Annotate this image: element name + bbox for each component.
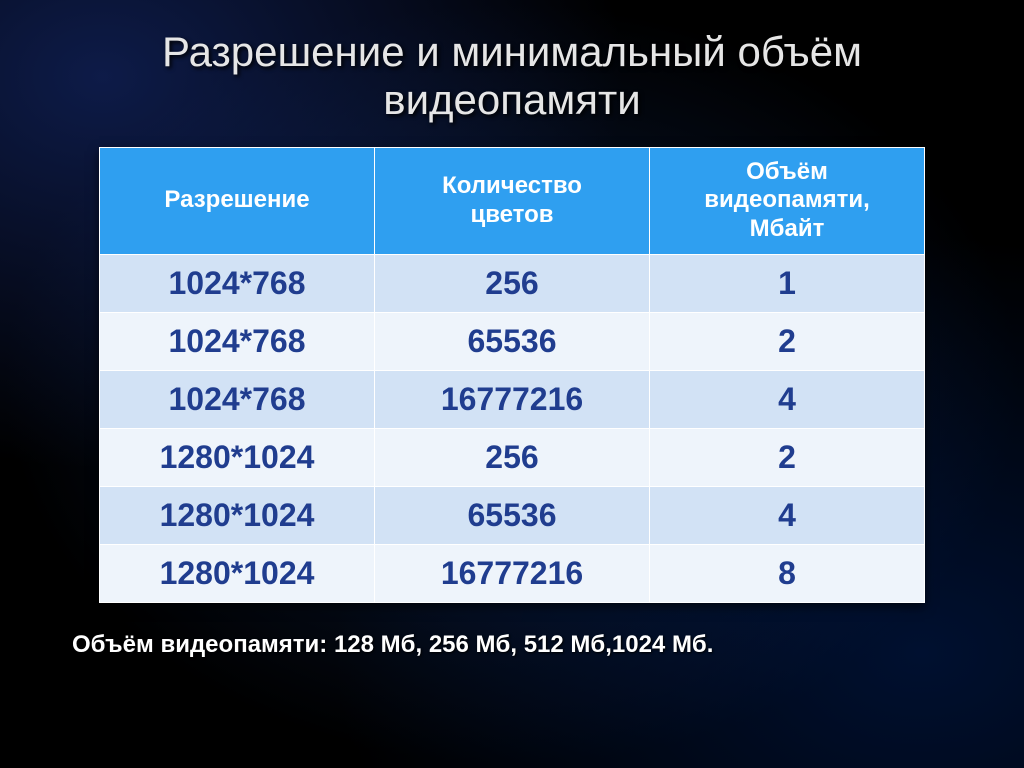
table-header: РазрешениеКоличествоцветовОбъёмвидеопамя… [100,147,925,254]
title-line-1: Разрешение и минимальный объём [162,28,862,75]
cell-r4-c1: 65536 [375,486,650,544]
cell-r3-c1: 256 [375,428,650,486]
cell-r1-c0: 1024*768 [100,312,375,370]
slide-title: Разрешение и минимальный объём видеопамя… [162,28,862,125]
col-header-1: Количествоцветов [375,147,650,254]
cell-r4-c2: 4 [650,486,925,544]
table-row: 1024*768655362 [100,312,925,370]
footer-note: Объём видеопамяти: 128 Мб, 256 Мб, 512 М… [72,631,952,659]
table-row: 1024*7682561 [100,254,925,312]
cell-r3-c0: 1280*1024 [100,428,375,486]
cell-r0-c2: 1 [650,254,925,312]
cell-r5-c1: 16777216 [375,544,650,602]
col-header-0: Разрешение [100,147,375,254]
table-row: 1024*768167772164 [100,370,925,428]
table-row: 1280*1024167772168 [100,544,925,602]
cell-r4-c0: 1280*1024 [100,486,375,544]
header-row: РазрешениеКоличествоцветовОбъёмвидеопамя… [100,147,925,254]
cell-r5-c0: 1280*1024 [100,544,375,602]
cell-r2-c0: 1024*768 [100,370,375,428]
table-row: 1280*10242562 [100,428,925,486]
cell-r3-c2: 2 [650,428,925,486]
cell-r1-c2: 2 [650,312,925,370]
cell-r1-c1: 65536 [375,312,650,370]
cell-r2-c1: 16777216 [375,370,650,428]
title-line-2: видеопамяти [383,76,640,123]
table-row: 1280*1024655364 [100,486,925,544]
cell-r0-c1: 256 [375,254,650,312]
vram-table: РазрешениеКоличествоцветовОбъёмвидеопамя… [99,147,925,603]
cell-r5-c2: 8 [650,544,925,602]
table-body: 1024*76825611024*7686553621024*768167772… [100,254,925,602]
col-header-2: Объёмвидеопамяти,Мбайт [650,147,925,254]
cell-r0-c0: 1024*768 [100,254,375,312]
cell-r2-c2: 4 [650,370,925,428]
